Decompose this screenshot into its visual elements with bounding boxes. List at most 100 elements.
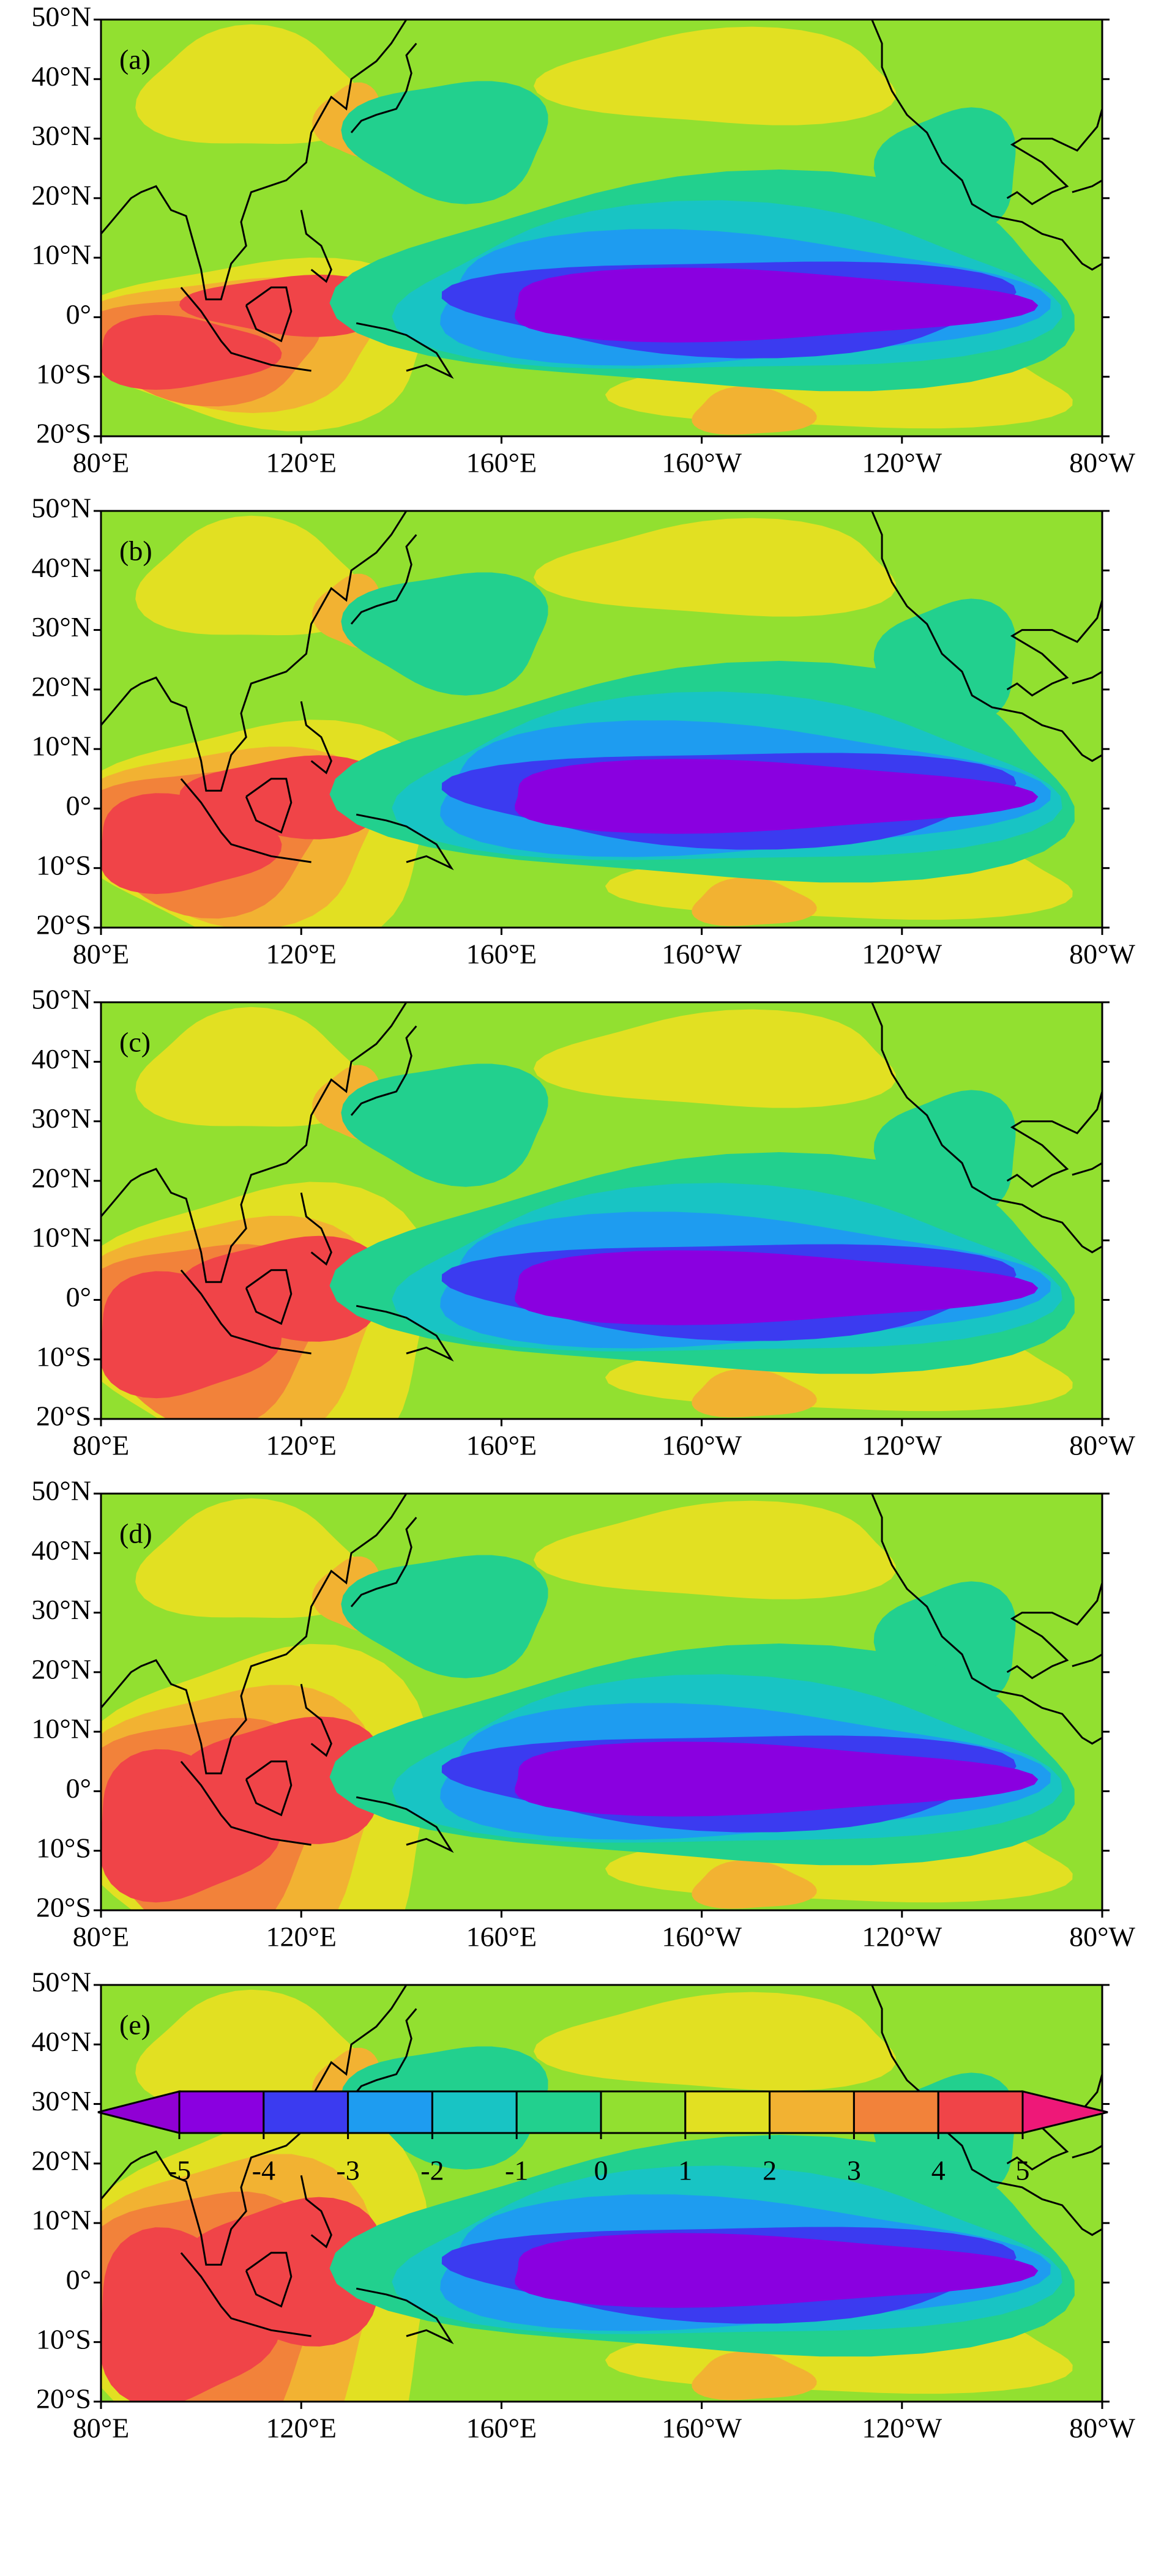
y-tick-label: 40°N [31,552,91,583]
x-tick-label: 120°E [266,1921,337,1952]
colorbar-box [431,2090,518,2134]
y-tick-label: 0° [66,790,91,821]
x-tick-label: 120°W [862,939,942,970]
colorbar-tick-label: -1 [505,2155,528,2186]
x-tick-label: 160°W [662,447,742,478]
y-tick-label: 40°N [31,1043,91,1074]
y-tick-label: 40°N [31,61,91,92]
y-tick-label: 50°N [31,1475,91,1506]
coastline [1072,179,1102,193]
x-tick-label: 80°W [1069,1430,1135,1461]
contour-region [135,1989,367,2110]
contour-region [341,1063,548,1187]
colorbar-box [769,2090,855,2134]
y-tick-label: 30°N [31,1594,91,1625]
coastline [1006,1091,1102,1188]
x-tick-label: 160°E [466,939,537,970]
contour-region [534,1992,896,2091]
coastline [180,2252,312,2337]
coastline [1072,1653,1102,1667]
coastline [871,20,1102,271]
colorbar-box [263,2090,349,2134]
contour-region [515,759,1039,834]
contour-region [515,2233,1039,2308]
coastline [180,778,312,863]
panel-label: (e) [119,2009,151,2041]
coastline [350,1025,417,1116]
colorbar-box [600,2090,687,2134]
contour-region [179,274,382,337]
contour-region [179,1716,382,1844]
y-tick-label: 20°S [36,909,91,940]
x-tick-label: 120°W [862,1921,942,1952]
coastline [1006,1582,1102,1680]
x-tick-label: 160°W [662,1921,742,1952]
contour-region [692,1368,817,1418]
colorbar-box [937,2090,1024,2134]
coastline [300,2175,332,2249]
y-tick-label: 50°N [31,1967,91,1998]
contour-region [534,1500,896,1599]
x-tick-label: 120°W [862,2413,942,2444]
contour-region [534,1009,896,1108]
x-tick-label: 80°W [1069,447,1135,478]
contour-region [341,1555,548,1678]
x-tick-label: 160°W [662,1430,742,1461]
x-tick-label: 80°E [73,1921,130,1952]
contour-region [135,24,367,144]
panel-frame [100,1984,1103,2403]
coastline [180,1760,312,1846]
y-tick-label: 10°S [36,358,91,389]
coastline [356,813,454,871]
coastline [1006,108,1102,206]
x-tick-label: 120°W [862,1430,942,1461]
coastline [871,511,1102,762]
x-tick-label: 120°E [266,2413,337,2444]
x-tick-label: 120°W [862,447,942,478]
colorbar-tick-label: 3 [847,2155,861,2186]
map-panel [101,1002,1102,1419]
coastline [245,1269,293,1325]
colorbar-tick-label: -4 [252,2155,275,2186]
colorbar-tick-label: 0 [594,2155,608,2186]
x-tick-label: 80°W [1069,939,1135,970]
colorbar-tick-label: 2 [763,2155,777,2186]
coastline [180,286,312,372]
contour-region [515,1250,1039,1325]
coastline [300,701,332,775]
coastline [356,322,454,379]
contour-region [692,385,817,435]
coastline [101,1494,408,1774]
coastline [350,534,417,625]
y-tick-label: 30°N [31,611,91,642]
y-tick-label: 50°N [31,984,91,1015]
coastline [871,1494,1102,1745]
coastline [245,1760,293,1817]
contour-region [101,315,282,390]
colorbar-box [515,2090,602,2134]
panel-label: (c) [119,1027,151,1058]
x-tick-label: 80°W [1069,1921,1135,1952]
y-tick-label: 40°N [31,1535,91,1566]
coastline [350,42,417,133]
y-tick-label: 10°N [31,239,91,270]
y-tick-label: 0° [66,2264,91,2295]
y-tick-label: 20°N [31,179,91,210]
y-tick-label: 10°S [36,2323,91,2355]
panel-label: (a) [119,44,151,75]
y-tick-label: 10°S [36,1832,91,1863]
colorbar-tick-label: 4 [931,2155,946,2186]
coastline [101,1985,408,2266]
y-tick-label: 0° [66,1281,91,1312]
contour-region [692,2351,817,2400]
map-panel [101,511,1102,928]
coastline [356,1305,454,1362]
map-panel [101,20,1102,436]
x-tick-label: 80°E [73,1430,130,1461]
coastline [245,778,293,834]
panel-frame [100,1492,1103,1912]
contour-region [534,518,896,617]
panel-frame [100,1001,1103,1420]
contour-region [135,1007,367,1127]
